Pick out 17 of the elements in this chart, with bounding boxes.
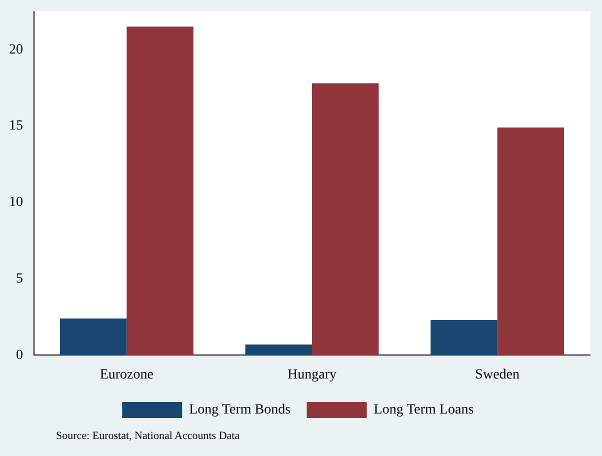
x-tick-label: Eurozone bbox=[100, 367, 154, 382]
y-tick-label: 5 bbox=[16, 271, 23, 286]
y-tick-label: 20 bbox=[9, 42, 23, 58]
bar bbox=[245, 344, 312, 356]
bar bbox=[430, 320, 498, 356]
source-note: Source: Eurostat, National Accounts Data bbox=[56, 430, 240, 442]
bar bbox=[497, 128, 564, 356]
bar bbox=[60, 318, 127, 356]
x-tick-label: Hungary bbox=[288, 367, 336, 382]
bar bbox=[126, 26, 194, 356]
y-tick-label: 15 bbox=[9, 118, 23, 134]
y-tick-label: 0 bbox=[16, 348, 23, 363]
legend-label: Long Term Loans bbox=[374, 402, 474, 418]
legend-label: Long Term Bonds bbox=[189, 402, 291, 418]
x-tick-label: Sweden bbox=[475, 367, 520, 382]
bar bbox=[312, 83, 379, 356]
y-tick-label: 10 bbox=[9, 195, 23, 210]
